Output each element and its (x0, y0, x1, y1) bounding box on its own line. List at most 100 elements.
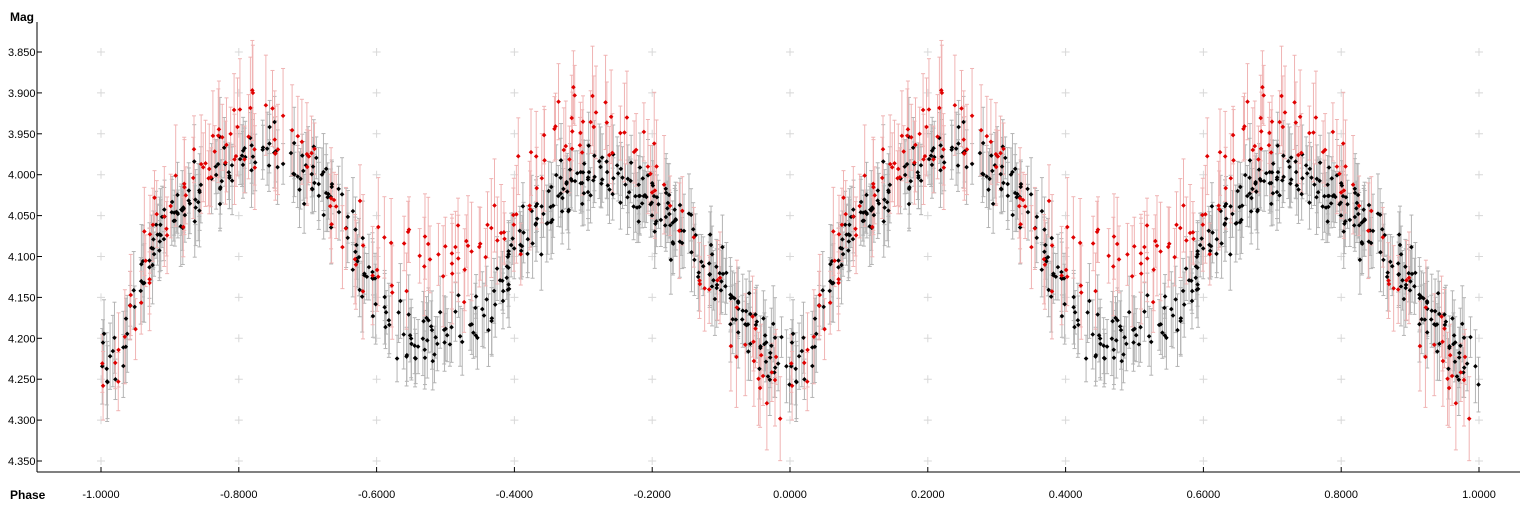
point-black (758, 344, 763, 349)
point-black (1130, 327, 1136, 333)
point-black (770, 321, 776, 327)
point-black (706, 261, 712, 266)
point-black (415, 344, 421, 349)
point-black (918, 178, 924, 184)
point-black (796, 353, 802, 359)
point-black (1051, 272, 1056, 278)
point-black (1461, 370, 1466, 375)
point-black (1005, 181, 1010, 187)
point-black (1326, 165, 1332, 170)
point-black (1307, 166, 1313, 172)
point-black (147, 264, 152, 270)
point-black (1199, 236, 1204, 241)
point-black (1401, 296, 1407, 302)
point-black (325, 194, 330, 200)
point-black (1175, 327, 1180, 333)
point-red (1391, 286, 1396, 291)
point-black (1281, 174, 1286, 180)
x-tick-label: -0.8000 (220, 489, 257, 501)
point-black (1222, 221, 1228, 226)
point-black (623, 182, 628, 187)
point-black (724, 270, 729, 276)
grid-plus (1337, 129, 1346, 138)
point-black (1296, 187, 1301, 192)
grid-plus (786, 48, 794, 56)
point-black (382, 294, 387, 300)
point-black (350, 267, 356, 273)
point-black (1242, 172, 1248, 178)
point-black (500, 278, 505, 284)
point-black (506, 251, 511, 257)
point-black (1124, 341, 1129, 347)
point-black (353, 249, 358, 255)
point-black (1379, 227, 1385, 232)
point-black (1263, 170, 1269, 176)
point-black (794, 379, 799, 385)
point-red (275, 147, 281, 152)
point-black (555, 193, 561, 199)
point-black (481, 313, 487, 318)
point-black (910, 145, 916, 151)
point-black (827, 288, 833, 294)
point-black (980, 140, 986, 146)
point-black (1059, 313, 1065, 319)
point-black (486, 327, 491, 333)
x-tick-label: -0.2000 (634, 489, 671, 501)
point-black (313, 155, 319, 161)
point-black (820, 288, 826, 293)
point-black (599, 177, 605, 182)
point-black (441, 327, 447, 333)
point-black (558, 158, 564, 163)
point-black (1222, 203, 1228, 209)
point-black (625, 176, 631, 182)
point-black (494, 266, 500, 271)
grid-plus (1061, 375, 1070, 384)
point-black (1267, 180, 1273, 186)
point-black (1355, 211, 1361, 217)
point-black (1118, 327, 1124, 333)
point-black (790, 331, 796, 337)
point-black (518, 248, 524, 254)
point-black (884, 199, 890, 205)
point-black (539, 252, 544, 257)
y-ticks: 3.850 3.900 3.950 4.000 4.050 4.100 4.150 4.200… (8, 47, 42, 468)
point-black (429, 327, 435, 333)
point-black (561, 186, 566, 192)
point-black (1162, 294, 1168, 299)
point-black (1412, 284, 1417, 289)
point-black (169, 199, 175, 205)
point-black (252, 160, 258, 165)
grid-plus (372, 88, 381, 97)
point-black (107, 353, 113, 359)
point-black (1456, 355, 1462, 360)
point-black (1419, 317, 1425, 322)
point-black (588, 193, 593, 198)
point-black (742, 321, 748, 327)
x-ticks: -1.0000 -0.8000 -0.6000 -0.4000 -0.2000 0.000… (82, 467, 1496, 501)
point-black (530, 241, 535, 246)
point-black (139, 261, 144, 267)
point-red (964, 147, 970, 152)
point-black (761, 316, 766, 321)
point-red (511, 222, 517, 228)
point-black (1195, 251, 1200, 257)
point-black (709, 252, 715, 257)
point-black (525, 236, 531, 242)
point-black (1342, 221, 1347, 226)
grid-plus (510, 334, 519, 343)
point-black (652, 229, 658, 234)
point-black (297, 187, 302, 193)
point-black (506, 282, 511, 287)
point-black (370, 276, 376, 282)
point-black (267, 141, 272, 146)
point-black (696, 270, 702, 275)
point-black (1121, 352, 1126, 357)
point-black (735, 330, 741, 335)
point-black (840, 237, 845, 242)
point-black (788, 364, 794, 369)
point-black (864, 192, 869, 198)
point-black (457, 333, 463, 339)
point-black (525, 251, 530, 257)
point-black (720, 244, 725, 250)
